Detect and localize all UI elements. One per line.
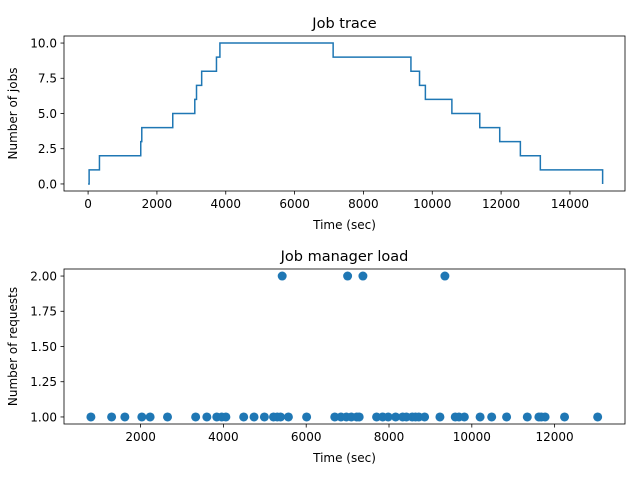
x-tick-label: 10000 [413,197,451,211]
x-tick-label: 12000 [536,430,574,444]
x-axis-ticks: 2000 4000 6000 8000 10000 12000 [125,424,574,444]
data-point [522,412,532,422]
data-point [487,412,497,422]
x-tick-label: 6000 [291,430,322,444]
data-point [302,412,312,422]
x-tick-label: 4000 [208,430,239,444]
x-tick-label: 8000 [374,430,405,444]
data-point [391,412,401,422]
chart-title: Job manager load [280,249,409,265]
data-point [383,412,393,422]
data-point [502,412,512,422]
data-point [191,412,201,422]
data-point [221,412,231,422]
data-point [372,412,382,422]
job-count-step-line [88,42,604,185]
data-point [435,412,445,422]
data-point [259,412,269,422]
job-manager-load-chart: Job manager load 2000 4000 6000 8000 10000 12… [6,249,626,465]
y-tick-label: 10.0 [30,36,57,50]
data-point [459,412,469,422]
data-point [420,412,430,422]
data-point [239,412,249,422]
x-tick-label: 0 [84,197,92,211]
x-tick-label: 2000 [125,430,156,444]
y-tick-label: 5.0 [38,107,57,121]
data-point [540,412,550,422]
data-point [440,271,450,281]
x-tick-label: 12000 [482,197,520,211]
data-point [330,412,340,422]
data-point [163,412,173,422]
y-tick-label: 1.75 [30,305,57,319]
y-tick-label: 1.50 [30,340,57,354]
y-axis-label: Number of requests [6,287,20,406]
x-tick-label: 10000 [453,430,491,444]
x-axis-label: Time (sec) [312,451,376,465]
data-point [137,412,147,422]
x-tick-label: 2000 [142,197,173,211]
x-tick-label: 4000 [210,197,241,211]
plot-area [86,271,603,422]
data-point [560,412,570,422]
data-point [358,271,368,281]
y-tick-label: 2.00 [30,269,57,283]
data-point [283,412,293,422]
y-axis-ticks: 0.0 2.5 5.0 7.5 10.0 [30,36,64,191]
data-point [145,412,155,422]
y-tick-label: 7.5 [38,72,57,86]
data-point [593,412,603,422]
data-point [249,412,259,422]
data-point [343,271,353,281]
y-tick-label: 1.00 [30,410,57,424]
y-tick-label: 0.0 [38,177,57,191]
data-point [276,412,286,422]
y-axis-ticks: 1.00 1.25 1.50 1.75 2.00 [30,269,64,424]
plot-area [88,42,604,185]
x-tick-label: 6000 [279,197,310,211]
job-trace-chart: Job trace 0 2000 4000 6000 8000 10000 12000 140… [6,16,626,232]
data-point [86,412,96,422]
x-axis-ticks: 0 2000 4000 6000 8000 10000 12000 14000 [84,191,589,211]
data-point [202,412,212,422]
data-point [107,412,117,422]
x-tick-label: 14000 [551,197,589,211]
y-axis-label: Number of jobs [6,68,20,160]
chart-title: Job trace [311,16,376,32]
x-tick-label: 8000 [348,197,379,211]
y-tick-label: 1.25 [30,375,57,389]
y-tick-label: 2.5 [38,142,57,156]
data-point [475,412,485,422]
data-point [120,412,130,422]
data-point [277,271,287,281]
data-point [354,412,364,422]
x-axis-label: Time (sec) [312,218,376,232]
